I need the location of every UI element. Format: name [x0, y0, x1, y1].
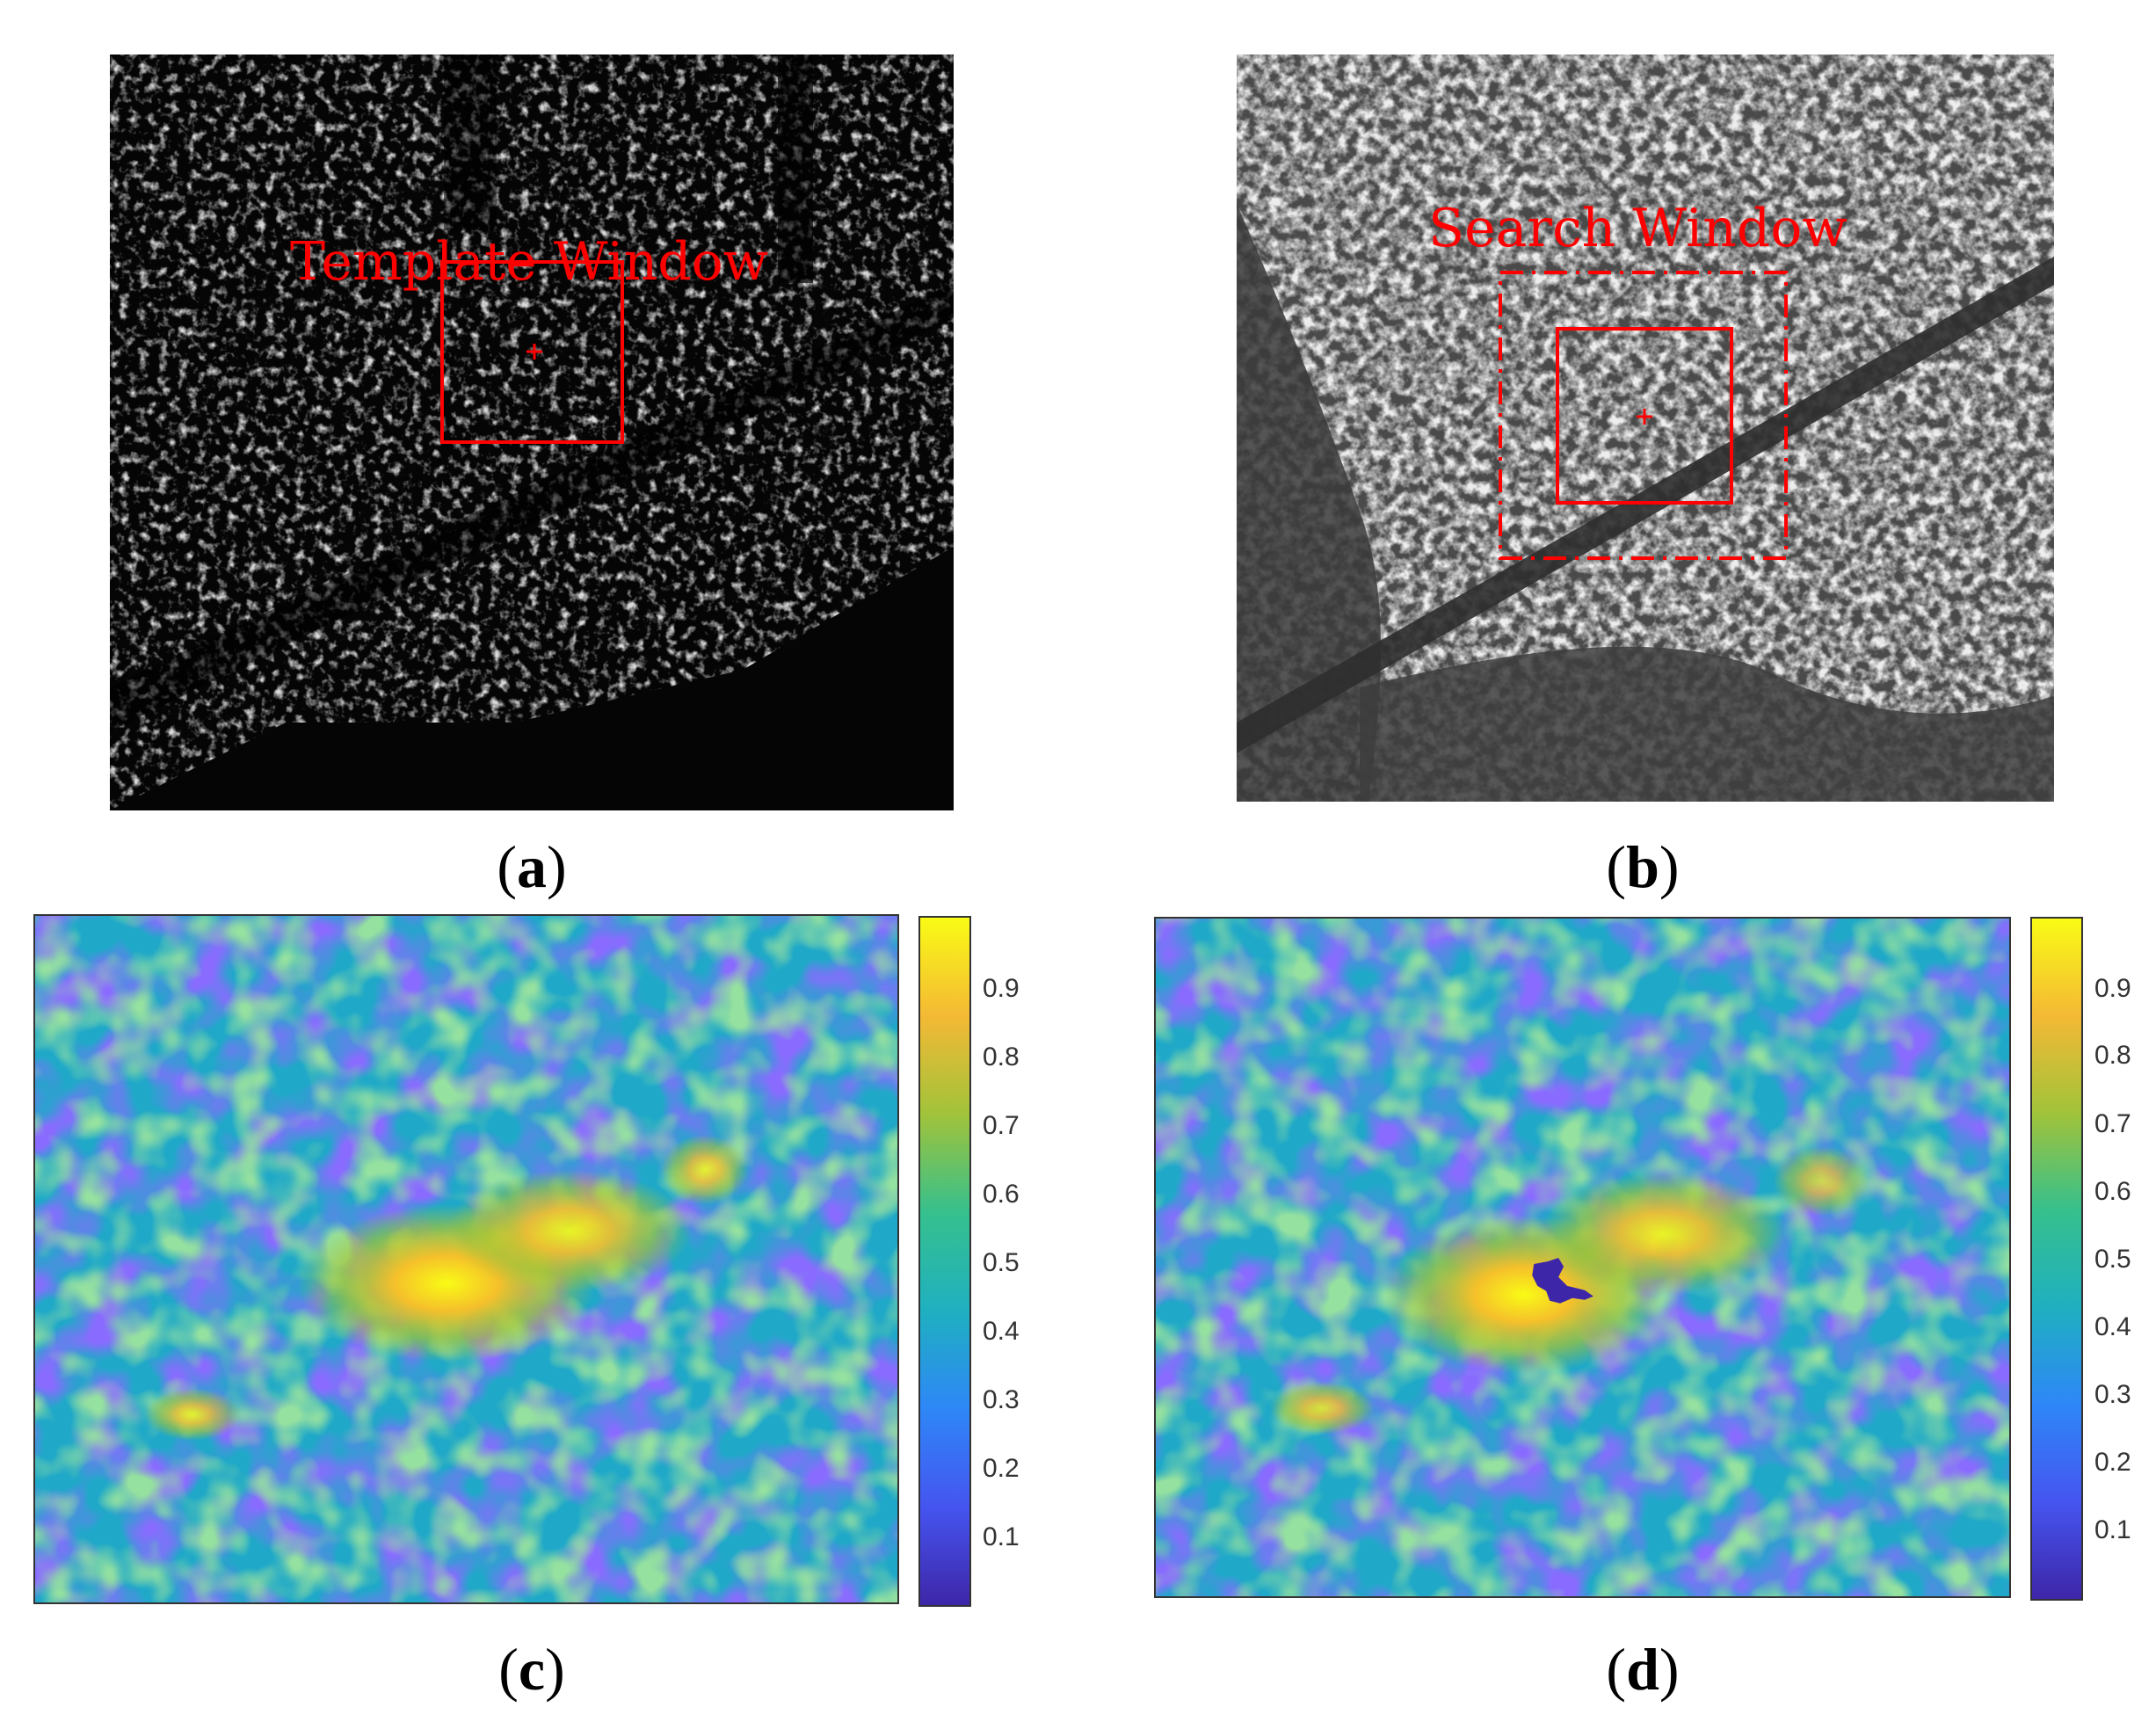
- template-window-box: [440, 260, 624, 444]
- heatmap-c: [33, 914, 899, 1604]
- colorbar-c-tick: 0.2: [983, 1454, 1020, 1483]
- colorbar-d-tick: 0.6: [2094, 1177, 2131, 1206]
- colorbar-d-tick: 0.5: [2094, 1245, 2131, 1274]
- caption-d: (d): [1606, 1636, 1680, 1703]
- colorbar-d: [2030, 917, 2083, 1601]
- colorbar-c-tick: 0.9: [983, 974, 1020, 1003]
- sar-image-a-render: [110, 54, 954, 810]
- template-center-marker: [526, 344, 542, 360]
- colorbar-c-tick: 0.7: [983, 1111, 1020, 1140]
- heatmap-d: [1154, 917, 2011, 1598]
- colorbar-d-tick: 0.8: [2094, 1041, 2131, 1070]
- colorbar-d-tick: 0.2: [2094, 1448, 2131, 1477]
- sar-image-b: [1237, 54, 2054, 802]
- search-center-marker: [1637, 409, 1652, 425]
- heatmap-c-render: [35, 916, 897, 1602]
- colorbar-d-tick: 0.3: [2094, 1380, 2131, 1409]
- template-window-label: Template Window: [290, 231, 769, 293]
- search-window-label: Search Window: [1428, 198, 1847, 259]
- colorbar-d-tick: 0.4: [2094, 1312, 2131, 1341]
- colorbar-c-tick: 0.1: [983, 1522, 1020, 1551]
- caption-a: (a): [497, 833, 567, 900]
- sar-image-a: [110, 54, 954, 810]
- colorbar-c-tick: 0.3: [983, 1385, 1020, 1414]
- colorbar-c-tick: 0.4: [983, 1317, 1020, 1346]
- colorbar-c-tick: 0.5: [983, 1248, 1020, 1277]
- correlation-dip-region: [1532, 1257, 1593, 1304]
- search-inner-box: [1556, 327, 1733, 505]
- colorbar-c: [918, 916, 971, 1607]
- caption-b: (b): [1606, 833, 1680, 900]
- colorbar-d-tick: 0.9: [2094, 974, 2131, 1003]
- colorbar-c-tick: 0.6: [983, 1180, 1020, 1209]
- colorbar-d-tick: 0.7: [2094, 1109, 2131, 1138]
- colorbar-c-tick: 0.8: [983, 1042, 1020, 1072]
- caption-c: (c): [498, 1636, 565, 1703]
- heatmap-d-render: [1156, 919, 2009, 1596]
- colorbar-d-tick: 0.1: [2094, 1515, 2131, 1544]
- search-window-box: [1499, 271, 1788, 560]
- sar-image-b-render: [1237, 54, 2054, 802]
